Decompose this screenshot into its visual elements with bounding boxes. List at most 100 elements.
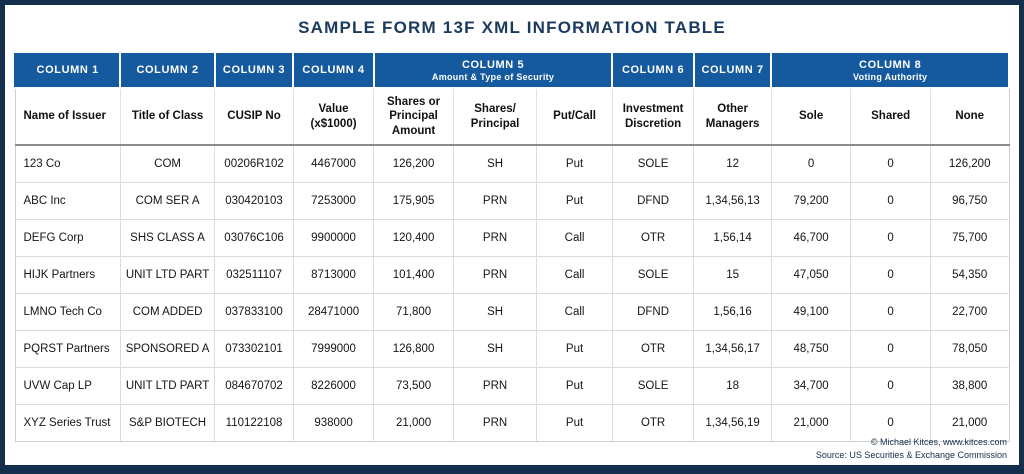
table-cell: 030420103 bbox=[214, 181, 294, 220]
table-row: PQRST Partners SPONSORED A 073302101 799900… bbox=[14, 329, 1010, 368]
table-cell: COM bbox=[119, 144, 216, 183]
table-cell: 1,34,56,13 bbox=[693, 181, 772, 220]
table-row: HIJK Partners UNIT LTD PART 032511107 87130… bbox=[14, 255, 1010, 294]
table-cell: 0 bbox=[850, 144, 931, 183]
table-cell: OTR bbox=[611, 329, 695, 368]
table-cell: 8713000 bbox=[292, 255, 375, 294]
table-cell: PRN bbox=[452, 255, 538, 294]
col-header-investment-discretion: Investment Discretion bbox=[611, 87, 695, 147]
table-cell: 126,200 bbox=[373, 144, 454, 183]
group-header-column-7: COLUMN 7 bbox=[692, 51, 773, 89]
group-header-subtitle: Amount & Type of Security bbox=[431, 71, 555, 82]
table-cell: UNIT LTD PART bbox=[119, 366, 216, 405]
table-cell: 28471000 bbox=[292, 292, 375, 331]
table-cell: 46,700 bbox=[770, 218, 852, 257]
footer-source-line: Source: US Securities & Exchange Commiss… bbox=[815, 449, 1007, 460]
table-cell: Put bbox=[536, 403, 613, 442]
table-cell: 0 bbox=[850, 181, 931, 220]
table-cell: DFND bbox=[611, 181, 695, 220]
group-header-column-3: COLUMN 3 bbox=[213, 51, 295, 89]
form-13f-table: COLUMN 1 COLUMN 2 COLUMN 3 COLUMN 4 COLU… bbox=[13, 51, 1010, 442]
table-cell: ABC Inc bbox=[14, 181, 121, 220]
col-header-put-call: Put/Call bbox=[536, 87, 613, 147]
group-header-label: COLUMN 2 bbox=[136, 64, 199, 76]
table-cell: 938000 bbox=[292, 403, 375, 442]
group-header-label: COLUMN 6 bbox=[621, 64, 685, 76]
table-cell: 4467000 bbox=[292, 144, 375, 183]
table-cell: 0 bbox=[850, 255, 931, 294]
table-cell: 79,200 bbox=[770, 181, 852, 220]
group-header-column-2: COLUMN 2 bbox=[119, 51, 216, 89]
table-cell: Put bbox=[536, 329, 613, 368]
table-cell: OTR bbox=[611, 218, 695, 257]
table-cell: COM ADDED bbox=[119, 292, 216, 331]
table-cell: Put bbox=[536, 181, 613, 220]
table-body: 123 Co COM 00206R102 4467000 126,200 SH Put SOL… bbox=[14, 144, 1010, 442]
table-cell: 8226000 bbox=[292, 366, 375, 405]
table-cell: 0 bbox=[850, 329, 931, 368]
table-cell: 110122108 bbox=[214, 403, 294, 442]
table-cell: PRN bbox=[452, 181, 538, 220]
table-cell: 120,400 bbox=[373, 218, 454, 257]
table-cell: 00206R102 bbox=[214, 144, 294, 183]
group-header-subtitle: Voting Authority bbox=[853, 71, 928, 82]
col-header-sole: Sole bbox=[770, 87, 852, 147]
table-cell: 54,350 bbox=[929, 255, 1010, 294]
table-cell: OTR bbox=[611, 403, 695, 442]
table-cell: 38,800 bbox=[929, 366, 1010, 405]
table-cell: 21,000 bbox=[929, 403, 1010, 442]
group-header-row: COLUMN 1 COLUMN 2 COLUMN 3 COLUMN 4 COLU… bbox=[13, 51, 1010, 89]
table-cell: 73,500 bbox=[373, 366, 454, 405]
table-row: 123 Co COM 00206R102 4467000 126,200 SH Put SOL… bbox=[14, 144, 1010, 183]
table-cell: Put bbox=[536, 366, 613, 405]
group-header-label: COLUMN 7 bbox=[701, 64, 764, 76]
table-cell: DFND bbox=[611, 292, 695, 331]
group-header-label: COLUMN 4 bbox=[302, 64, 365, 76]
table-cell: 48,750 bbox=[770, 329, 852, 368]
table-cell: 78,050 bbox=[929, 329, 1010, 368]
table-cell: SOLE bbox=[611, 366, 695, 405]
table-cell: SOLE bbox=[611, 255, 695, 294]
table-row: UVW Cap LP UNIT LTD PART 084670702 8226000 7… bbox=[14, 366, 1010, 405]
table-cell: SPONSORED A bbox=[119, 329, 216, 368]
table-cell: Call bbox=[536, 292, 613, 331]
table-cell: 96,750 bbox=[929, 181, 1010, 220]
table-cell: HIJK Partners bbox=[14, 255, 121, 294]
table-cell: PQRST Partners bbox=[14, 329, 121, 368]
table-cell: 084670702 bbox=[214, 366, 294, 405]
col-header-none: None bbox=[929, 87, 1010, 147]
table-cell: Call bbox=[536, 255, 613, 294]
table-row: DEFG Corp SHS CLASS A 03076C106 9900000 120,… bbox=[14, 218, 1010, 257]
table-cell: 22,700 bbox=[929, 292, 1010, 331]
group-header-label: COLUMN 8 bbox=[859, 58, 922, 71]
group-header-label: COLUMN 5 bbox=[461, 58, 525, 71]
table-cell: 175,905 bbox=[373, 181, 454, 220]
col-header-name-of-issuer: Name of Issuer bbox=[14, 87, 121, 147]
table-cell: 47,050 bbox=[770, 255, 852, 294]
table-cell: PRN bbox=[452, 218, 538, 257]
table-cell: LMNO Tech Co bbox=[14, 292, 121, 331]
table-cell: 123 Co bbox=[14, 144, 121, 183]
table-cell: 1,34,56,19 bbox=[693, 403, 772, 442]
col-header-title-of-class: Title of Class bbox=[119, 87, 216, 147]
table-row: ABC Inc COM SER A 030420103 7253000 175,905 P… bbox=[14, 181, 1010, 220]
table-cell: 0 bbox=[850, 292, 931, 331]
col-header-value: Value (x$1000) bbox=[292, 87, 375, 147]
table-cell: 03076C106 bbox=[214, 218, 294, 257]
table-cell: COM SER A bbox=[119, 181, 216, 220]
group-header-column-8: COLUMN 8 Voting Authority bbox=[770, 51, 1010, 89]
table-cell: 1,56,16 bbox=[693, 292, 772, 331]
table-cell: SOLE bbox=[611, 144, 695, 183]
table-cell: 032511107 bbox=[214, 255, 294, 294]
col-header-shares-or-principal-amount: Shares or Principal Amount bbox=[373, 87, 454, 147]
table-cell: 126,200 bbox=[929, 144, 1010, 183]
table-cell: Put bbox=[536, 144, 613, 183]
group-header-column-4: COLUMN 4 bbox=[292, 51, 375, 89]
footer-credit-line: © Michael Kitces, www.kitces.com bbox=[870, 436, 1007, 447]
table-cell: 037833100 bbox=[214, 292, 294, 331]
table-cell: SH bbox=[452, 144, 538, 183]
col-header-other-managers: Other Managers bbox=[693, 87, 772, 147]
table-head: COLUMN 1 COLUMN 2 COLUMN 3 COLUMN 4 COLU… bbox=[13, 51, 1010, 147]
table-cell: 0 bbox=[850, 366, 931, 405]
